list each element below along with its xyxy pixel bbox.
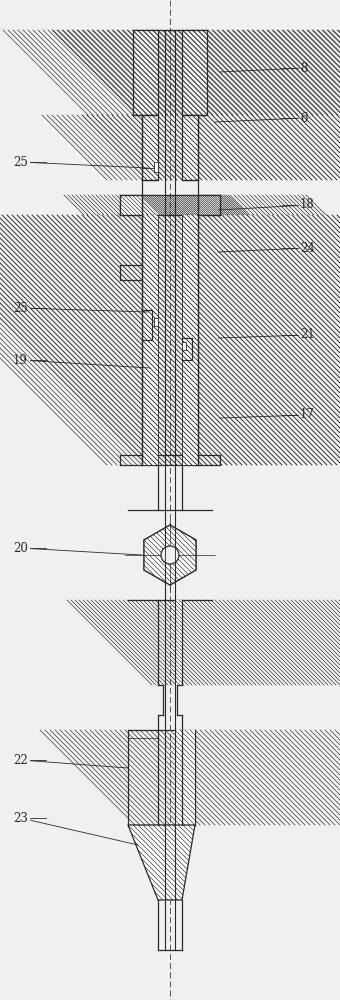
- Text: 25: 25: [13, 155, 148, 168]
- Bar: [182, 30, 207, 115]
- Text: 20: 20: [13, 542, 142, 555]
- Polygon shape: [128, 825, 195, 900]
- Bar: [120, 195, 142, 215]
- Text: 19: 19: [13, 354, 150, 368]
- Bar: [198, 195, 220, 215]
- Bar: [182, 115, 198, 180]
- Bar: [142, 115, 158, 180]
- Bar: [133, 30, 158, 115]
- Circle shape: [161, 546, 179, 564]
- Bar: [142, 215, 158, 465]
- Text: 18: 18: [218, 198, 315, 212]
- Bar: [175, 730, 195, 825]
- Polygon shape: [144, 525, 196, 585]
- Bar: [154, 162, 158, 172]
- Text: 24: 24: [218, 241, 315, 254]
- Text: 17: 17: [220, 408, 315, 422]
- Text: 25: 25: [13, 302, 148, 314]
- Text: 8: 8: [220, 62, 307, 75]
- Bar: [175, 600, 182, 685]
- Text: 21: 21: [218, 328, 315, 342]
- Bar: [182, 215, 198, 465]
- Text: 23: 23: [13, 812, 138, 845]
- Polygon shape: [144, 525, 196, 585]
- Bar: [154, 318, 158, 326]
- Text: 22: 22: [13, 754, 128, 768]
- Text: 6: 6: [215, 111, 307, 124]
- Bar: [182, 342, 186, 350]
